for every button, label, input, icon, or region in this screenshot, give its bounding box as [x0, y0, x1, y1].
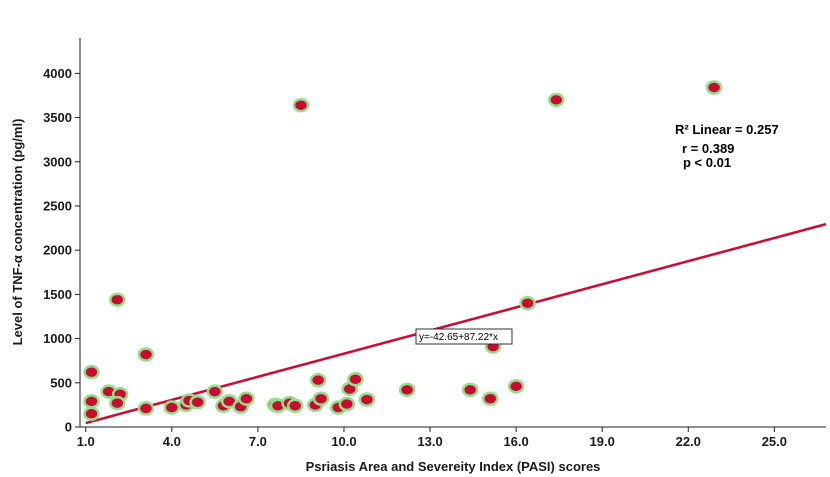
y-tick-label: 3000	[43, 154, 72, 169]
p-annotation: p < 0.01	[683, 155, 731, 170]
data-point	[519, 295, 536, 311]
x-tick-label: 10.0	[331, 434, 356, 449]
x-tick-label: 1.0	[77, 434, 95, 449]
data-point	[461, 382, 479, 398]
r-squared-annotation: R² Linear = 0.257	[675, 122, 779, 137]
y-ticks: 0 500 1000 1500 2000 2500 3000 3500 4000	[43, 66, 80, 435]
data-point	[206, 384, 224, 399]
data-points	[83, 80, 723, 421]
equation-box	[415, 328, 513, 345]
y-tick-label: 500	[50, 375, 72, 390]
x-axis-title: Psriasis Area and Severeity Index (PASI)…	[306, 459, 601, 474]
y-axis-title: Level of TNF-α concentration (pg/ml)	[10, 119, 25, 346]
equation-text: y=-42.65+87.22*x	[419, 332, 498, 343]
data-point	[292, 97, 310, 113]
data-point	[482, 391, 499, 406]
data-point	[338, 396, 356, 412]
data-point	[238, 391, 255, 406]
data-point	[705, 80, 723, 95]
y-tick-label: 1000	[43, 331, 72, 346]
data-point	[507, 379, 525, 394]
y-tick-label: 1500	[43, 287, 72, 302]
x-tick-label: 22.0	[676, 434, 701, 449]
y-tick-label: 4000	[43, 66, 72, 81]
data-point	[286, 398, 304, 414]
y-tick-label: 2500	[43, 198, 72, 213]
data-point	[548, 92, 565, 108]
data-point	[347, 372, 364, 387]
x-tick-label: 19.0	[590, 434, 615, 449]
x-tick-label: 13.0	[417, 434, 442, 449]
y-tick-label: 0	[65, 420, 72, 435]
data-point	[309, 372, 327, 388]
data-point	[398, 382, 416, 398]
y-tick-label: 2000	[43, 243, 72, 258]
data-point	[83, 406, 100, 421]
x-tick-label: 4.0	[163, 434, 181, 449]
data-point	[109, 395, 126, 411]
r-annotation: r = 0.389	[682, 141, 734, 156]
x-ticks: 1.0 4.0 7.0 10.0 13.0 16.0 19.0 22.0 25.0	[77, 427, 787, 449]
data-point	[163, 400, 181, 415]
data-point	[83, 394, 100, 409]
x-tick-label: 16.0	[503, 434, 528, 449]
regression-line	[85, 222, 827, 425]
y-tick-label: 3500	[43, 110, 72, 125]
data-point	[358, 392, 376, 407]
data-point	[137, 401, 155, 416]
data-point	[83, 364, 100, 380]
equation-label: y=-42.65+87.22*x	[415, 328, 513, 345]
data-point	[189, 394, 206, 410]
x-tick-label: 25.0	[762, 434, 787, 449]
x-tick-label: 7.0	[249, 434, 267, 449]
data-point	[137, 347, 155, 362]
data-point	[312, 391, 330, 406]
data-point	[109, 292, 126, 307]
